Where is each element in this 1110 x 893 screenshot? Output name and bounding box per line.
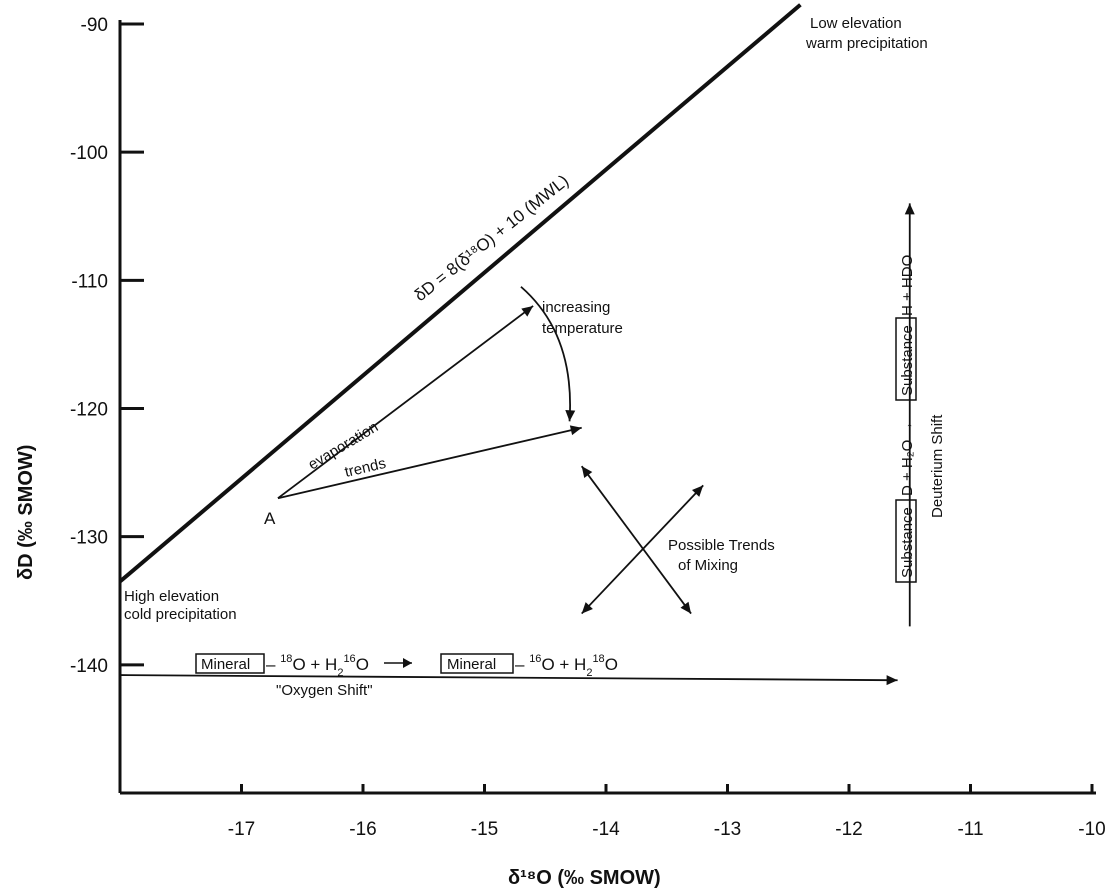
deuterium-shift-arrow-head	[905, 203, 915, 214]
cold-precipitation-label: cold precipitation	[124, 606, 237, 623]
y-tick-label: -130	[70, 528, 108, 549]
x-tick-label: -14	[592, 819, 620, 840]
y-tick-label: -90	[81, 15, 108, 36]
low-elevation-label: Low elevation	[810, 15, 902, 32]
x-axis-title: δ¹⁸O (‰ SMOW)	[508, 867, 661, 889]
chart-marks	[120, 5, 915, 685]
oxygen-shift-label: "Oxygen Shift"	[276, 682, 373, 699]
oxygen-reaction-arrowhead	[403, 658, 412, 668]
axes	[120, 20, 1096, 793]
high-elevation-label: High elevation	[124, 588, 219, 605]
x-tick-label: -11	[957, 819, 983, 840]
oxygen-shift-arrow-head	[887, 675, 898, 685]
mineral-label-1: Mineral	[201, 656, 250, 673]
increasing-label: increasing	[542, 299, 610, 316]
x-tick-label: -12	[835, 819, 862, 840]
mixing-arrow-1-tail	[582, 466, 593, 478]
possible-trends-label: Possible Trends	[668, 537, 775, 554]
deuterium-reaction: Substance D + H₂O → Substance H + HDO De…	[896, 255, 946, 582]
warm-precipitation-label: warm precipitation	[805, 35, 928, 52]
x-tick-label: -16	[349, 819, 376, 840]
evaporation-arrow-lower-head	[570, 425, 582, 435]
temperature-arrow-head	[565, 410, 575, 421]
point-a-label: A	[264, 509, 276, 528]
x-tick-label: -13	[714, 819, 741, 840]
oxygen-shift-arrow	[120, 675, 898, 680]
oxygen-reaction-right: – 16O + H218O	[515, 653, 618, 679]
x-tick-label: -15	[471, 819, 498, 840]
deuterium-reaction-end: H + HDO	[899, 255, 916, 316]
mixing-arrow-1-head	[680, 602, 691, 614]
mwl-label: δD = 8(δ¹⁸O) + 10 (MWL)	[411, 171, 573, 305]
y-tick-label: -100	[70, 143, 108, 164]
substance-label-2: Substance	[899, 325, 916, 396]
trends-label: trends	[343, 455, 387, 481]
oxygen-reaction-left: – 18O + H216O	[266, 653, 369, 679]
y-tick-label: -110	[71, 271, 108, 292]
y-axis-title: δD (‰ SMOW)	[15, 445, 37, 580]
y-ticks: -90 -100 -110 -120 -130 -140	[70, 15, 144, 677]
x-tick-label: -17	[228, 819, 255, 840]
y-tick-label: -120	[70, 400, 108, 421]
y-tick-label: -140	[70, 656, 108, 677]
mineral-label-2: Mineral	[447, 656, 496, 673]
of-mixing-label: of Mixing	[678, 557, 738, 574]
temperature-label: temperature	[542, 320, 623, 337]
deuterium-shift-label: Deuterium Shift	[929, 414, 946, 518]
x-tick-label: -10	[1078, 819, 1105, 840]
deuterium-reaction-mid: D + H₂O →	[899, 421, 916, 496]
substance-label-1: Substance	[899, 507, 916, 578]
evaporation-arrow-upper-head	[521, 306, 533, 317]
